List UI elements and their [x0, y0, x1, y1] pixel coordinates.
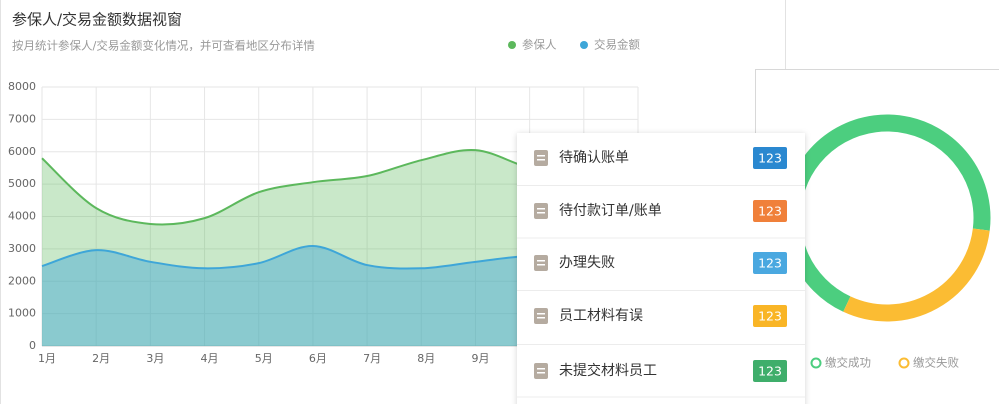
menu-item[interactable]: 待确认账单 123 [534, 147, 787, 169]
x-tick-label: 3月 [146, 352, 164, 365]
menu-item-badge [753, 360, 787, 382]
menu-item-icon-line [537, 368, 545, 370]
x-tick-label: 5月 [255, 352, 273, 365]
chart-title: 参保人/交易金额数据视窗 [12, 11, 182, 29]
menu-item-icon-line [537, 313, 545, 315]
menu-item[interactable]: 办理失败 123 [534, 252, 787, 274]
menu-item-icon [534, 203, 548, 219]
menu-item[interactable]: 未提交材料员工 123 [534, 360, 787, 382]
x-tick-label: 8月 [417, 352, 435, 365]
x-tick-label: 9月 [471, 352, 489, 365]
menu-item-badge-count: 123 [758, 364, 782, 379]
menu-item-icon [534, 308, 548, 324]
y-tick-label: 8000 [8, 80, 36, 93]
legend-marker [508, 41, 516, 49]
y-tick-label: 5000 [8, 177, 36, 190]
menu-item-icon-line [537, 212, 545, 214]
series-area [42, 149, 638, 346]
y-tick-label: 7000 [8, 112, 36, 125]
menu-item-label: 待确认账单 [559, 150, 629, 166]
menu-item-icon-line [537, 260, 545, 262]
legend-label: 缴交成功 [825, 356, 871, 370]
x-tick-label: 4月 [201, 352, 219, 365]
menu-item-icon [534, 363, 548, 379]
menu-item-badge-count: 123 [758, 256, 782, 271]
menu-item-badge-count: 123 [758, 151, 782, 166]
x-tick-label: 6月 [309, 352, 327, 365]
y-tick-label: 3000 [8, 242, 36, 255]
y-tick-label: 2000 [8, 274, 36, 287]
menu-item-badge [753, 252, 787, 274]
legend-marker [810, 357, 822, 369]
legend-marker [580, 41, 588, 49]
menu-item-badge-count: 123 [758, 204, 782, 219]
x-tick-label: 1月 [38, 352, 56, 365]
menu-item-icon-line [537, 155, 545, 157]
y-tick-label: 1000 [8, 307, 36, 320]
legend-marker [898, 357, 910, 369]
y-tick-label: 6000 [8, 145, 36, 158]
y-tick-label: 4000 [8, 210, 36, 223]
menu-item-label: 员工材料有误 [559, 308, 643, 324]
series-area [42, 245, 638, 346]
x-tick-label: 2月 [92, 352, 110, 365]
menu-item-icon [534, 150, 548, 166]
y-tick-label: 0 [29, 339, 36, 352]
menu-item-badge-count: 123 [758, 309, 782, 324]
legend-label: 交易金额 [594, 38, 640, 52]
menu-item-label: 办理失败 [559, 255, 615, 271]
legend-label: 缴交失败 [913, 356, 959, 370]
x-tick-label: 7月 [363, 352, 381, 365]
donut-segment [843, 228, 990, 322]
menu-item[interactable]: 待付款订单/账单 123 [534, 200, 787, 222]
menu-item-icon-line [537, 208, 545, 210]
chart-subtitle: 按月统计参保人/交易金额变化情况，并可查看地区分布详情 [12, 39, 315, 53]
menu-item-badge [753, 147, 787, 169]
menu-item-icon-line [537, 372, 545, 374]
menu-item-icon-line [537, 159, 545, 161]
menu-item-label: 待付款订单/账单 [559, 203, 662, 219]
menu-item-icon-line [537, 317, 545, 319]
plot: 0 1000 2000 3000 4000 5000 6000 7000 8000 1月 2月 3月 4… [8, 80, 639, 365]
menu-item-icon [534, 255, 548, 271]
menu-item-label: 未提交材料员工 [559, 362, 657, 379]
menu-item-badge [753, 200, 787, 222]
legend-label: 参保人 [522, 38, 557, 52]
menu-item[interactable]: 员工材料有误 123 [534, 305, 787, 327]
menu-item-badge [753, 305, 787, 327]
menu-item-icon-line [537, 264, 545, 266]
